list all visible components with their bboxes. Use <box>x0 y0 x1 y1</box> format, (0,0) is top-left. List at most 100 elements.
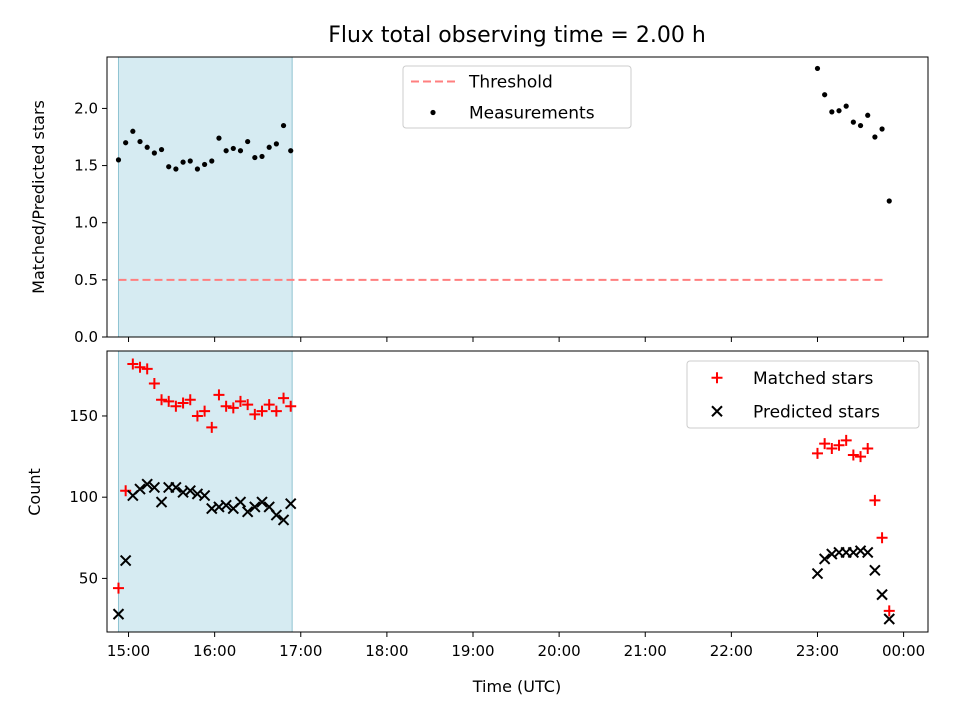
data-point <box>285 497 297 510</box>
data-point <box>141 363 153 375</box>
data-point <box>270 405 282 417</box>
data-point <box>134 361 146 373</box>
legend: Matched stars Predicted stars <box>686 360 920 429</box>
data-point <box>249 501 261 513</box>
data-point <box>170 481 182 494</box>
data-point <box>223 148 229 154</box>
legend-swatch <box>430 109 436 116</box>
data-point <box>241 506 254 518</box>
legend-swatch <box>711 405 723 417</box>
data-point <box>872 134 878 140</box>
data-point <box>115 157 122 163</box>
data-point <box>199 405 211 417</box>
legend-entry: Threshold <box>468 73 553 93</box>
y-tick-label: 2.0 <box>74 99 98 117</box>
series-matched-stars <box>112 358 895 617</box>
data-point <box>285 400 297 412</box>
data-point <box>273 141 279 147</box>
data-point <box>144 144 150 150</box>
data-point <box>266 144 272 150</box>
data-point <box>220 400 232 412</box>
data-point <box>158 146 165 153</box>
y-tick-label: 150 <box>69 407 98 425</box>
data-point <box>156 394 168 406</box>
data-point <box>184 394 196 406</box>
data-point <box>148 377 160 389</box>
data-point <box>836 108 842 114</box>
data-point <box>288 148 294 154</box>
data-point <box>270 509 283 521</box>
data-point <box>847 449 859 461</box>
bottom-panel: 15:00 16:00 17:00 18:00 19:00 20:00 21:00 22:00… <box>69 350 929 660</box>
data-point <box>206 421 218 433</box>
chart-title: Flux total observing time = 2.00 h <box>328 23 706 48</box>
legend-swatch <box>711 372 723 384</box>
data-point <box>857 122 864 129</box>
x-tick-label: 16:00 <box>193 642 236 660</box>
data-point <box>814 65 821 72</box>
data-point <box>249 408 261 420</box>
series-predicted-stars <box>112 478 895 625</box>
data-point <box>862 442 874 454</box>
observing-window <box>117 56 293 338</box>
data-point <box>252 154 258 161</box>
data-point <box>112 608 125 620</box>
data-point <box>811 567 824 580</box>
data-point <box>213 389 225 401</box>
data-point <box>177 397 189 409</box>
data-point <box>170 400 182 412</box>
data-point <box>865 112 871 118</box>
data-point <box>230 145 236 152</box>
data-point <box>245 138 251 145</box>
data-point <box>843 103 849 109</box>
data-point <box>112 582 124 594</box>
data-point <box>869 564 881 576</box>
top-y-axis-label: Matched/Predicted stars <box>29 100 48 294</box>
data-point <box>876 532 888 544</box>
y-tick-label: 1.0 <box>74 214 98 232</box>
data-point <box>280 122 287 129</box>
data-point <box>155 496 168 508</box>
x-tick-label: 00:00 <box>882 642 925 660</box>
series-measurements <box>115 65 892 204</box>
x-tick-label: 19:00 <box>451 642 494 660</box>
y-tick-label: 50 <box>79 569 98 587</box>
data-point <box>237 148 244 154</box>
data-point <box>862 546 874 559</box>
data-point <box>850 119 856 125</box>
data-point <box>173 166 179 172</box>
data-point <box>234 395 246 407</box>
data-point <box>166 164 172 170</box>
y-tick-label: 0.0 <box>74 328 98 346</box>
data-point <box>811 447 823 459</box>
data-point <box>151 150 157 156</box>
x-tick-label: 20:00 <box>538 642 581 660</box>
data-point <box>163 395 175 407</box>
data-point <box>869 494 881 506</box>
x-tick-label: 18:00 <box>365 642 408 660</box>
data-point <box>833 439 845 451</box>
axes-frame <box>106 56 929 338</box>
axes-frame <box>106 350 929 633</box>
y-tick-label: 100 <box>69 488 98 506</box>
data-point <box>826 442 838 454</box>
data-point <box>234 496 247 508</box>
data-point <box>134 483 146 495</box>
data-point <box>119 554 132 567</box>
data-point <box>137 138 143 145</box>
x-tick-label: 22:00 <box>710 642 753 660</box>
legend-entry: Matched stars <box>753 369 873 389</box>
legend-box <box>402 65 632 129</box>
legend-entry: Measurements <box>469 104 595 124</box>
data-point <box>202 161 208 168</box>
data-point <box>184 484 196 497</box>
data-point <box>263 399 275 411</box>
data-point <box>216 135 222 141</box>
data-point <box>259 153 265 160</box>
top-panel: 0.0 0.5 1.0 1.5 2.0 Threshold Measurements <box>74 56 929 346</box>
y-tick-label: 0.5 <box>74 271 98 289</box>
data-point <box>187 158 193 164</box>
data-point <box>141 478 153 490</box>
data-point <box>818 553 831 565</box>
legend: Threshold Measurements <box>402 65 632 129</box>
